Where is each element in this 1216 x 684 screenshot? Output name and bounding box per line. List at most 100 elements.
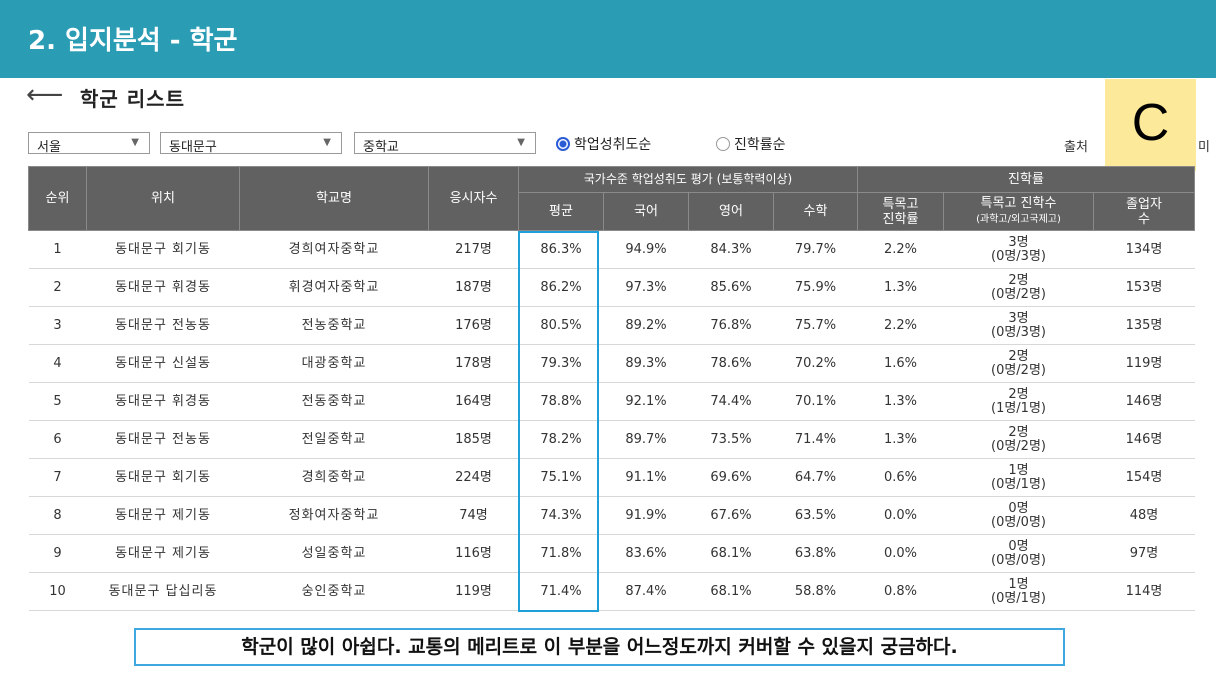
cell-school: 경희중학교: [239, 458, 429, 497]
special-count-total: 2명: [1008, 424, 1029, 440]
cell-applicants: 217명: [428, 230, 519, 269]
special-count-detail: (0명/2명): [991, 362, 1046, 378]
table-row: 4 동대문구 신설동 대광중학교 178명 79.3% 89.3% 78.6% 70.2% 1.…: [28, 344, 1195, 383]
chevron-down-icon: ▼: [323, 137, 331, 148]
cell-rank: 4: [28, 344, 87, 383]
cell-avg: 86.3%: [518, 230, 604, 269]
cell-school: 휘경여자중학교: [239, 268, 429, 307]
sort-radio-label: 학업성취도순: [574, 137, 652, 153]
radio-selected-icon: [556, 137, 570, 151]
cell-rank: 8: [28, 496, 87, 535]
cell-rank: 5: [28, 382, 87, 421]
cell-location: 동대문구 휘경동: [86, 268, 240, 307]
cell-korean: 91.9%: [603, 496, 689, 535]
header-korean: 국어: [603, 192, 689, 231]
cell-korean: 89.7%: [603, 420, 689, 459]
source-label: 출처: [1064, 140, 1088, 155]
header-achievement-group: 국가수준 학업성취도 평가 (보통학력이상): [518, 166, 858, 193]
district-select[interactable]: 동대문구 ▼: [160, 132, 342, 155]
cell-special-rate: 2.2%: [857, 230, 944, 269]
header-location: 위치: [86, 166, 240, 231]
cell-english: 68.1%: [688, 572, 774, 611]
cell-avg: 71.4%: [518, 572, 604, 611]
special-count-total: 3명: [1008, 310, 1029, 326]
header-math: 수학: [773, 192, 858, 231]
cell-special-rate: 0.0%: [857, 496, 944, 535]
cell-korean: 89.2%: [603, 306, 689, 345]
special-count-detail: (0명/2명): [991, 438, 1046, 454]
school-type-select[interactable]: 중학교 ▼: [354, 132, 536, 155]
cell-rank: 7: [28, 458, 87, 497]
cell-graduates: 48명: [1093, 496, 1195, 535]
special-count-detail: (0명/1명): [991, 476, 1046, 492]
cell-graduates: 97명: [1093, 534, 1195, 573]
cell-english: 76.8%: [688, 306, 774, 345]
chevron-down-icon: ▼: [517, 137, 525, 148]
region-select[interactable]: 서울 ▼: [28, 132, 150, 155]
cell-graduates: 135명: [1093, 306, 1195, 345]
cell-applicants: 74명: [428, 496, 519, 535]
table-row: 2 동대문구 휘경동 휘경여자중학교 187명 86.2% 97.3% 85.6% 75.9%…: [28, 268, 1195, 307]
cell-english: 85.6%: [688, 268, 774, 307]
cell-special-rate: 1.3%: [857, 420, 944, 459]
cell-school: 대광중학교: [239, 344, 429, 383]
cell-school: 전동중학교: [239, 382, 429, 421]
sort-radio-achievement[interactable]: 학업성취도순: [556, 134, 651, 154]
special-count-total: 3명: [1008, 234, 1029, 250]
caption-box: 학군이 많이 아쉽다. 교통의 메리트로 이 부분을 어느정도까지 커버할 수 …: [134, 628, 1065, 666]
cell-applicants: 187명: [428, 268, 519, 307]
cell-rank: 2: [28, 268, 87, 307]
cell-math: 70.2%: [773, 344, 858, 383]
cell-rank: 1: [28, 230, 87, 269]
cell-special-count: 2명 (0명/2명): [943, 420, 1094, 459]
cell-korean: 97.3%: [603, 268, 689, 307]
cell-applicants: 176명: [428, 306, 519, 345]
district-select-value: 동대문구: [169, 140, 217, 155]
special-count-detail: (1명/1명): [991, 400, 1046, 416]
table-row: 9 동대문구 제기동 성일중학교 116명 71.8% 83.6% 68.1% 63.8% 0.…: [28, 534, 1195, 573]
sort-radio-advancement[interactable]: 진학률순: [716, 134, 786, 154]
cell-avg: 74.3%: [518, 496, 604, 535]
cell-location: 동대문구 전농동: [86, 420, 240, 459]
cell-special-count: 2명 (0명/2명): [943, 268, 1094, 307]
special-count-total: 0명: [1008, 538, 1029, 554]
cell-special-rate: 0.6%: [857, 458, 944, 497]
special-count-total: 0명: [1008, 500, 1029, 516]
cell-english: 73.5%: [688, 420, 774, 459]
special-count-total: 2명: [1008, 386, 1029, 402]
cell-special-rate: 1.3%: [857, 382, 944, 421]
cell-applicants: 224명: [428, 458, 519, 497]
source-label-tail: 미: [1198, 140, 1210, 155]
cell-korean: 83.6%: [603, 534, 689, 573]
cell-math: 63.8%: [773, 534, 858, 573]
cell-applicants: 119명: [428, 572, 519, 611]
cell-math: 63.5%: [773, 496, 858, 535]
cell-math: 70.1%: [773, 382, 858, 421]
cell-special-rate: 1.6%: [857, 344, 944, 383]
header-graduates: 졸업자 수: [1093, 192, 1195, 231]
cell-math: 71.4%: [773, 420, 858, 459]
slide-title: 2. 입지분석 - 학군: [28, 26, 238, 56]
cell-math: 75.7%: [773, 306, 858, 345]
cell-school: 숭인중학교: [239, 572, 429, 611]
cell-location: 동대문구 제기동: [86, 496, 240, 535]
header-school: 학교명: [239, 166, 429, 231]
cell-graduates: 146명: [1093, 420, 1195, 459]
cell-applicants: 185명: [428, 420, 519, 459]
table-row: 7 동대문구 회기동 경희중학교 224명 75.1% 91.1% 69.6% 64.7% 0.…: [28, 458, 1195, 497]
cell-avg: 79.3%: [518, 344, 604, 383]
cell-korean: 91.1%: [603, 458, 689, 497]
cell-location: 동대문구 회기동: [86, 230, 240, 269]
list-title: 학군 리스트: [80, 87, 185, 111]
cell-special-rate: 1.3%: [857, 268, 944, 307]
cell-location: 동대문구 휘경동: [86, 382, 240, 421]
cell-english: 67.6%: [688, 496, 774, 535]
special-count-detail: (0명/3명): [991, 248, 1046, 264]
cell-special-rate: 2.2%: [857, 306, 944, 345]
cell-special-count: 2명 (0명/2명): [943, 344, 1094, 383]
table-row: 1 동대문구 회기동 경희여자중학교 217명 86.3% 94.9% 84.3% 79.7%…: [28, 230, 1195, 269]
left-arrow-icon[interactable]: ⟵: [26, 80, 64, 110]
cell-english: 78.6%: [688, 344, 774, 383]
cell-applicants: 116명: [428, 534, 519, 573]
cell-graduates: 119명: [1093, 344, 1195, 383]
